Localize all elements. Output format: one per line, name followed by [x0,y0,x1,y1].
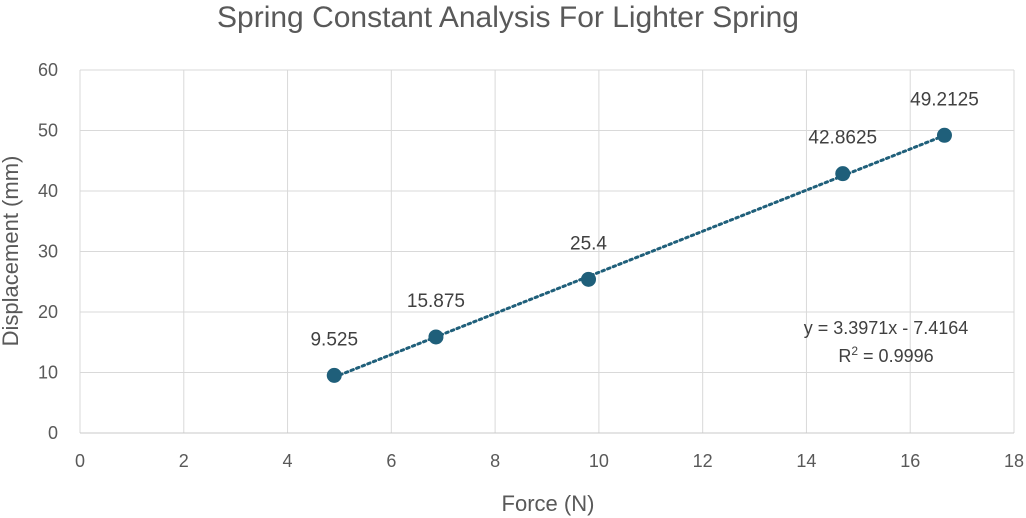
data-label: 15.875 [407,291,465,312]
trendline-layer [332,133,946,379]
x-tick-label: 0 [75,451,85,471]
x-tick-label: 2 [179,451,189,471]
x-axis-title: Force (N) [502,491,595,516]
r-squared-superscript: 2 [851,344,858,358]
x-tick-label: 10 [589,451,609,471]
x-tick-label: 6 [386,451,396,471]
data-point [326,367,342,383]
tick-labels-layer: 0 2 4 6 8 10 12 14 16 18 0 10 20 30 40 50 60 [38,60,1024,471]
y-tick-label: 50 [38,121,58,141]
data-labels-layer: 9.525 15.875 25.4 42.8625 49.2125 [310,89,978,350]
data-point [835,166,851,182]
data-label: 25.4 [570,233,607,254]
data-label: 42.8625 [808,128,877,149]
x-tick-label: 14 [796,451,816,471]
x-tick-label: 8 [490,451,500,471]
y-tick-label: 10 [38,363,58,383]
y-tick-label: 40 [38,181,58,201]
y-tick-label: 30 [38,242,58,262]
data-point [428,329,444,345]
data-point [581,271,597,287]
y-tick-label: 60 [38,60,58,80]
x-tick-label: 16 [900,451,920,471]
trendline [332,133,946,379]
chart-title: Spring Constant Analysis For Lighter Spr… [217,1,799,34]
y-tick-label: 0 [48,423,58,443]
x-tick-label: 18 [1004,451,1024,471]
data-label: 9.525 [310,329,358,350]
y-tick-label: 20 [38,302,58,322]
r-squared-symbol: R [838,346,851,366]
x-tick-label: 4 [283,451,293,471]
data-point [936,127,952,143]
points-layer [326,127,952,383]
trendline-equation: y = 3.3971x - 7.4164 [804,318,969,338]
r-squared-value: = 0.9996 [858,346,934,366]
data-label: 49.2125 [910,89,979,110]
y-axis-title: Displacement (mm) [0,156,23,347]
x-tick-label: 12 [693,451,713,471]
trendline-r-squared: R2 = 0.9996 [838,344,933,366]
grid-layer [79,69,1015,434]
